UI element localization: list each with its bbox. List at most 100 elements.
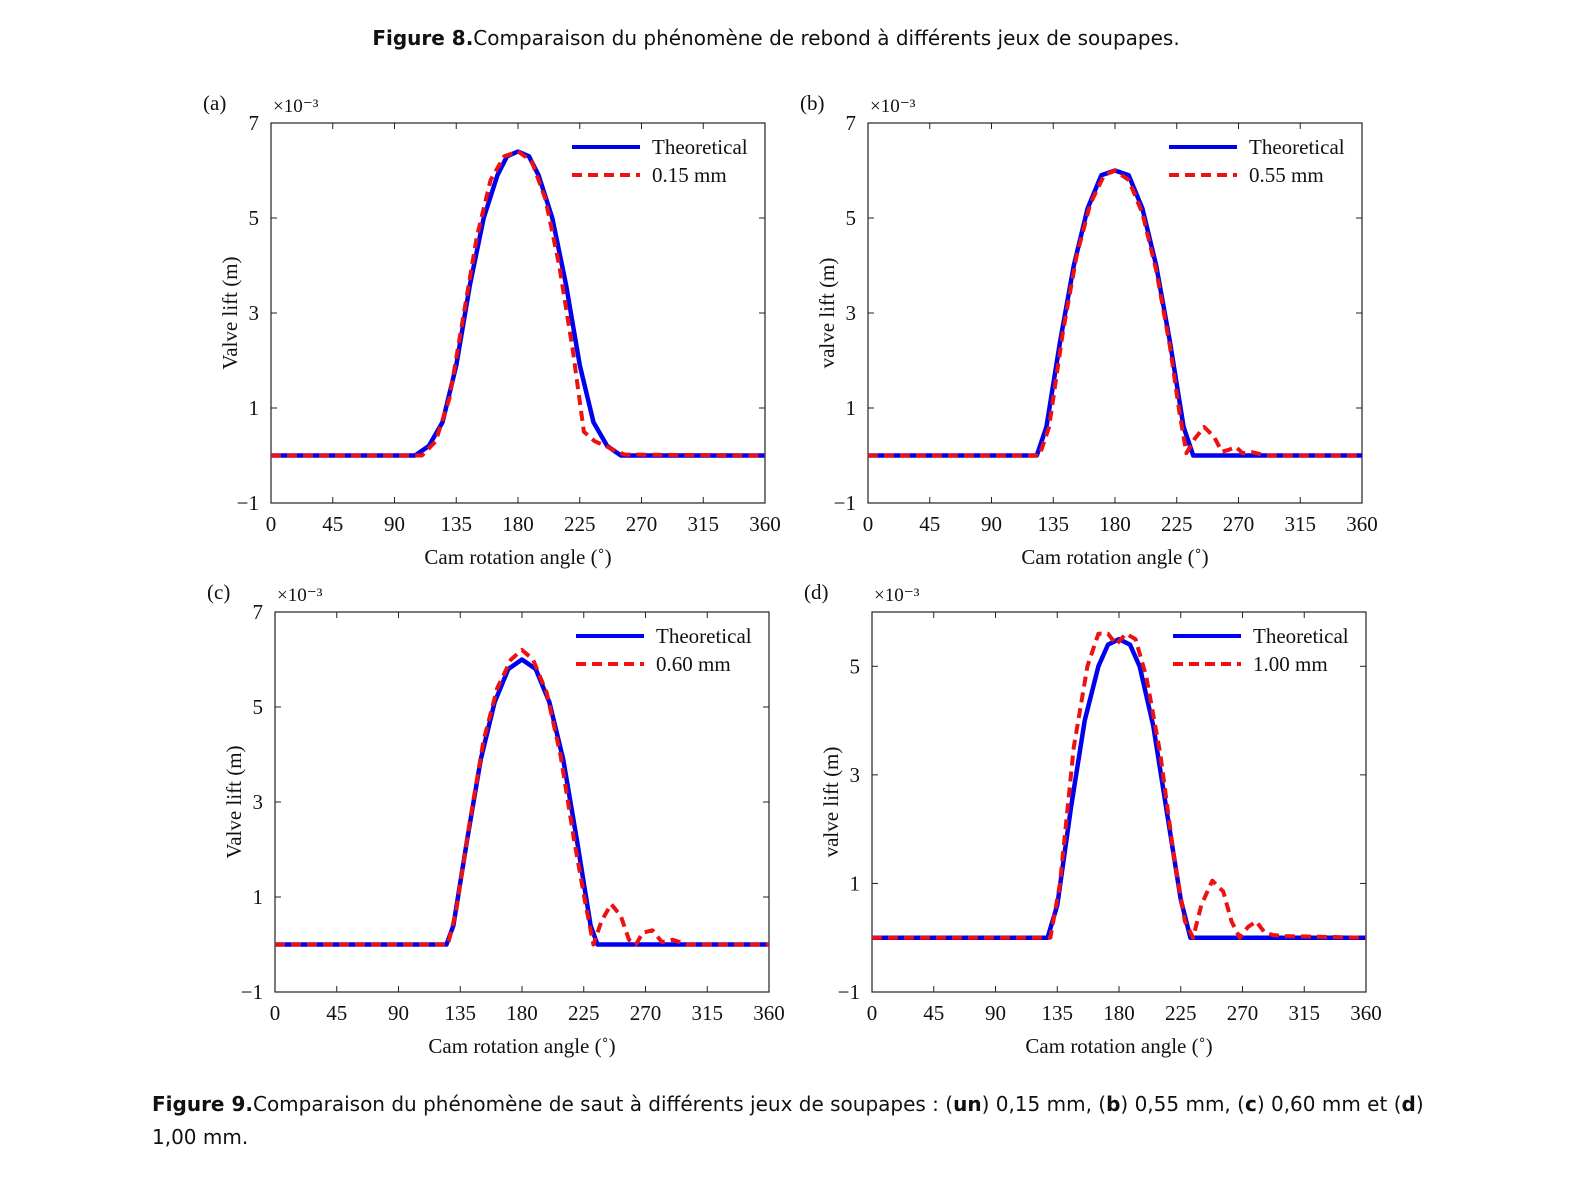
series-line-theoretical xyxy=(868,168,1362,458)
y-tick-label: 5 xyxy=(846,206,857,230)
legend-entry: 1.00 mm xyxy=(1253,652,1328,676)
panel-label: (d) xyxy=(804,580,829,604)
caption-panel-a: un xyxy=(953,1092,982,1116)
legend-entry: 0.60 mm xyxy=(656,652,731,676)
x-tick-label: 90 xyxy=(384,512,405,536)
y-tick-label: 5 xyxy=(850,654,861,678)
legend-entry: Theoretical xyxy=(652,135,748,159)
series-line-measured xyxy=(872,631,1366,940)
series-line-theoretical xyxy=(872,636,1366,940)
y-tick-label: −1 xyxy=(241,980,263,1004)
x-tick-label: 0 xyxy=(867,1001,878,1025)
series-line-theoretical xyxy=(275,657,769,947)
panel-label: (c) xyxy=(207,580,230,604)
figure-9-text: Comparaison du phénomène de saut à diffé… xyxy=(252,1092,954,1116)
y-tick-label: 3 xyxy=(850,763,861,787)
x-tick-label: 45 xyxy=(322,512,343,536)
y-tick-label: 3 xyxy=(846,301,857,325)
y-tick-label: 3 xyxy=(249,301,260,325)
x-tick-label: 315 xyxy=(688,512,720,536)
caption-panel-d: d xyxy=(1401,1092,1416,1116)
x-axis-label: Cam rotation angle (˚) xyxy=(1025,1034,1212,1058)
y-tick-label: −1 xyxy=(838,980,860,1004)
y-tick-label: 1 xyxy=(846,396,857,420)
x-tick-label: 90 xyxy=(388,1001,409,1025)
y-tick-label: 1 xyxy=(249,396,260,420)
caption-panel-b: b xyxy=(1106,1092,1121,1116)
y-tick-label: 7 xyxy=(846,111,857,135)
x-tick-label: 360 xyxy=(1346,512,1378,536)
panel-label: (a) xyxy=(203,91,226,115)
x-tick-label: 45 xyxy=(923,1001,944,1025)
caption-text-3: ) 0,55 mm, ( xyxy=(1120,1092,1245,1116)
axis-multiplier: ×10⁻³ xyxy=(870,96,916,117)
x-tick-label: 135 xyxy=(445,1001,477,1025)
y-tick-label: 5 xyxy=(253,695,264,719)
x-tick-label: 360 xyxy=(753,1001,785,1025)
y-tick-label: 7 xyxy=(253,600,264,624)
y-axis-label: valve lift (m) xyxy=(815,258,839,369)
x-tick-label: 180 xyxy=(502,512,534,536)
y-tick-label: 1 xyxy=(850,871,861,895)
series-line-measured xyxy=(868,168,1362,458)
figure-8-caption: Figure 8.Comparaison du phénomène de reb… xyxy=(0,26,1552,50)
series-line-measured xyxy=(271,149,765,458)
legend-entry: 0.55 mm xyxy=(1249,163,1324,187)
y-tick-label: 3 xyxy=(253,790,264,814)
x-tick-label: 90 xyxy=(981,512,1002,536)
x-tick-label: 225 xyxy=(564,512,596,536)
axis-multiplier: ×10⁻³ xyxy=(273,96,319,117)
y-axis-label: Valve lift (m) xyxy=(222,745,246,858)
series-line-theoretical xyxy=(271,149,765,458)
caption-panel-c: c xyxy=(1244,1092,1257,1116)
x-tick-label: 270 xyxy=(630,1001,662,1025)
x-tick-label: 90 xyxy=(985,1001,1006,1025)
y-tick-label: 1 xyxy=(253,885,264,909)
x-tick-label: 315 xyxy=(692,1001,724,1025)
x-axis-label: Cam rotation angle (˚) xyxy=(428,1034,615,1058)
y-axis-label: valve lift (m) xyxy=(819,747,843,858)
x-tick-label: 0 xyxy=(863,512,874,536)
x-axis-label: Cam rotation angle (˚) xyxy=(424,545,611,569)
y-tick-label: 5 xyxy=(249,206,260,230)
y-tick-label: −1 xyxy=(237,491,259,515)
caption-text-4: ) 0,60 mm et ( xyxy=(1256,1092,1402,1116)
legend-entry: Theoretical xyxy=(1249,135,1345,159)
x-tick-label: 135 xyxy=(1042,1001,1074,1025)
y-tick-label: 7 xyxy=(249,111,260,135)
figure-9-caption: Figure 9.Comparaison du phénomène de sau… xyxy=(152,1088,1442,1154)
x-tick-label: 225 xyxy=(1161,512,1193,536)
x-tick-label: 45 xyxy=(326,1001,347,1025)
x-tick-label: 0 xyxy=(266,512,277,536)
x-tick-label: 135 xyxy=(1038,512,1070,536)
x-tick-label: 360 xyxy=(749,512,781,536)
caption-text-5: ) 1,00 mm. xyxy=(152,1092,1424,1149)
figure-8-label: Figure 8. xyxy=(372,26,474,50)
x-tick-label: 225 xyxy=(1165,1001,1197,1025)
y-tick-label: −1 xyxy=(834,491,856,515)
x-tick-label: 180 xyxy=(1103,1001,1135,1025)
x-tick-label: 180 xyxy=(506,1001,538,1025)
x-tick-label: 45 xyxy=(919,512,940,536)
x-tick-label: 315 xyxy=(1285,512,1317,536)
x-tick-label: 270 xyxy=(1227,1001,1259,1025)
x-tick-label: 315 xyxy=(1289,1001,1321,1025)
axis-multiplier: ×10⁻³ xyxy=(874,585,920,606)
x-tick-label: 270 xyxy=(1223,512,1255,536)
caption-text-2: ) 0,15 mm, ( xyxy=(981,1092,1107,1116)
series-line-measured xyxy=(275,648,769,947)
panel-label: (b) xyxy=(800,91,825,115)
x-tick-label: 225 xyxy=(568,1001,600,1025)
legend-entry: Theoretical xyxy=(656,624,752,648)
axis-multiplier: ×10⁻³ xyxy=(277,585,323,606)
figure-9-label: Figure 9. xyxy=(152,1092,253,1116)
figure-8-text: Comparaison du phénomène de rebond à dif… xyxy=(473,26,1180,50)
x-tick-label: 360 xyxy=(1350,1001,1382,1025)
legend-entry: Theoretical xyxy=(1253,624,1349,648)
x-tick-label: 270 xyxy=(626,512,658,536)
x-tick-label: 0 xyxy=(270,1001,281,1025)
y-axis-label: Valve lift (m) xyxy=(218,256,242,369)
